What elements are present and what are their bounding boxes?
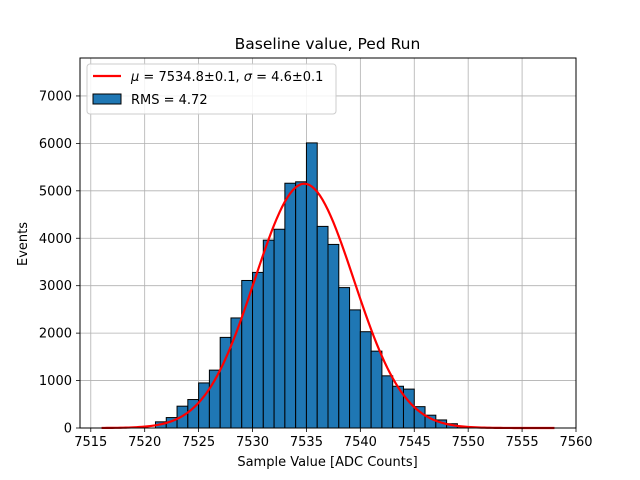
y-tick-label: 2000 <box>39 327 72 342</box>
legend: μ = 7534.8±0.1, σ = 4.6±0.1 RMS = 4.72 <box>86 63 337 115</box>
x-tick-label: 7550 <box>452 435 485 450</box>
histogram-bar <box>273 228 286 429</box>
y-tick-label: 7000 <box>39 89 72 104</box>
legend-sigma-value: = 4.6±0.1 <box>252 70 323 85</box>
histogram-bar <box>359 331 372 429</box>
histogram-bar <box>370 350 383 429</box>
x-tick-label: 7525 <box>182 435 215 450</box>
y-tick-label: 0 <box>64 422 72 437</box>
legend-sigma-symbol: σ <box>244 70 253 85</box>
x-tick-label: 7535 <box>290 435 323 450</box>
x-tick-label: 7540 <box>344 435 377 450</box>
histogram-bar <box>327 243 340 429</box>
x-tick-label: 7560 <box>559 435 592 450</box>
legend-mu-value: = 7534.8±0.1, <box>139 70 243 85</box>
histogram-bar <box>338 287 351 429</box>
x-tick-label: 7530 <box>236 435 269 450</box>
legend-box <box>86 63 337 115</box>
histogram-bar <box>252 271 264 429</box>
legend-fit-label: μ = 7534.8±0.1, σ = 4.6±0.1 <box>130 70 323 85</box>
legend-mu-symbol: μ <box>130 70 139 85</box>
histogram-bar <box>381 375 394 429</box>
y-tick-label: 4000 <box>39 232 72 247</box>
x-tick-label: 7545 <box>398 435 431 450</box>
histogram-bar <box>402 388 415 429</box>
x-axis-ticks: 7515 7520 7525 7530 7535 7540 7545 7550 7555 7560 <box>74 428 593 450</box>
chart-title: Baseline value, Ped Run <box>235 35 421 53</box>
legend-hist-label: RMS = 4.72 <box>131 93 208 108</box>
y-axis-label: Events <box>16 222 31 266</box>
y-tick-label: 6000 <box>39 137 72 152</box>
y-tick-label: 1000 <box>39 374 72 389</box>
legend-hist-swatch <box>92 93 122 105</box>
x-tick-label: 7515 <box>74 435 107 450</box>
x-tick-label: 7555 <box>506 435 539 450</box>
x-axis-label: Sample Value [ADC Counts] <box>237 455 417 470</box>
histogram-bar <box>295 181 307 429</box>
y-axis-ticks: 0 1000 2000 3000 4000 5000 6000 7000 <box>39 89 80 437</box>
histogram-bar <box>262 239 275 429</box>
x-tick-label: 7520 <box>128 435 161 450</box>
histogram-bar <box>316 225 329 429</box>
histogram-bar <box>349 309 361 429</box>
plot-frame <box>79 57 577 429</box>
y-tick-label: 5000 <box>39 184 72 199</box>
y-tick-label: 3000 <box>39 279 72 294</box>
histogram-bar <box>284 182 297 429</box>
